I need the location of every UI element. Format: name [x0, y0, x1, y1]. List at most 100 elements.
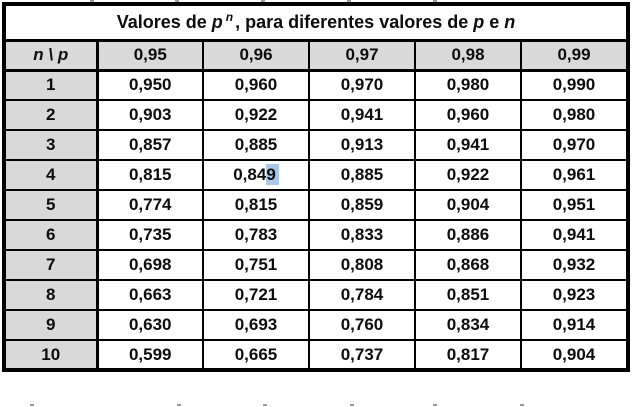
- title-segment: e: [484, 11, 505, 32]
- table-row: 3 0,857 0,885 0,913 0,941 0,970: [3, 129, 629, 161]
- value-cell[interactable]: 0,914: [520, 309, 629, 341]
- value-cell[interactable]: 0,922: [202, 99, 310, 131]
- value-cell[interactable]: 0,834: [414, 309, 522, 341]
- title-segment: n: [504, 11, 516, 32]
- value-cell[interactable]: 0,885: [202, 129, 310, 161]
- value-cell[interactable]: 0,808: [308, 249, 416, 281]
- column-header-0,95: 0,95: [96, 39, 204, 72]
- value-cell[interactable]: 0,960: [414, 99, 522, 131]
- table-row: 9 0,630 0,693 0,760 0,834 0,914: [3, 309, 629, 341]
- value-cell[interactable]: 0,922: [414, 159, 522, 191]
- value-cell[interactable]: 0,923: [520, 279, 629, 311]
- value-cell[interactable]: 0,904: [414, 189, 522, 221]
- crop-artifact-tick: [350, 404, 354, 406]
- value-cell[interactable]: 0,833: [308, 219, 416, 251]
- value-cell[interactable]: 0,960: [202, 69, 310, 101]
- column-header-0,97: 0,97: [308, 39, 416, 72]
- crop-artifact-tick: [177, 404, 181, 406]
- value-cell[interactable]: 0,849: [202, 159, 310, 191]
- row-header-4: 4: [3, 159, 99, 191]
- title-segment: Valores de: [116, 11, 212, 32]
- value-cell[interactable]: 0,951: [520, 189, 629, 221]
- row-header-8: 8: [3, 279, 99, 311]
- value-cell[interactable]: 0,941: [520, 219, 629, 251]
- value-cell[interactable]: 0,980: [520, 99, 629, 131]
- value-cell[interactable]: 0,970: [520, 129, 629, 161]
- value-cell[interactable]: 0,970: [308, 69, 416, 101]
- table-row: 5 0,774 0,815 0,859 0,904 0,951: [3, 189, 629, 221]
- title-segment: , para diferentes valores de: [235, 11, 474, 32]
- value-cell[interactable]: 0,760: [308, 309, 416, 341]
- row-header-6: 6: [3, 219, 99, 251]
- value-cell[interactable]: 0,721: [202, 279, 310, 311]
- value-cell[interactable]: 0,990: [520, 69, 629, 101]
- value-cell[interactable]: 0,698: [96, 249, 204, 281]
- value-cell[interactable]: 0,885: [308, 159, 416, 191]
- value-cell[interactable]: 0,735: [96, 219, 204, 251]
- title-segment: n: [225, 9, 234, 24]
- crop-artifact-tick: [175, 0, 179, 2]
- value-cell[interactable]: 0,774: [96, 189, 204, 221]
- value-cell[interactable]: 0,961: [520, 159, 629, 191]
- value-cell[interactable]: 0,941: [414, 129, 522, 161]
- text-selection-highlight: 9: [266, 164, 279, 185]
- table-row: 4 0,815 0,849 0,885 0,922 0,961: [3, 159, 629, 191]
- value-cell[interactable]: 0,913: [308, 129, 416, 161]
- value-cell[interactable]: 0,868: [414, 249, 522, 281]
- value-cell[interactable]: 0,815: [96, 159, 204, 191]
- crop-artifact-tick: [30, 404, 34, 406]
- value-cell[interactable]: 0,859: [308, 189, 416, 221]
- table-row: 7 0,698 0,751 0,808 0,868 0,932: [3, 249, 629, 281]
- value-cell[interactable]: 0,693: [202, 309, 310, 341]
- row-header-2: 2: [3, 99, 99, 131]
- value-cell[interactable]: 0,950: [96, 69, 204, 101]
- row-header-9: 9: [3, 309, 99, 341]
- table-row: 2 0,903 0,922 0,941 0,960 0,980: [3, 99, 629, 131]
- column-header-0,96: 0,96: [202, 39, 310, 72]
- crop-artifact-tick: [520, 404, 524, 406]
- table-row: 1 0,950 0,960 0,970 0,980 0,990: [3, 69, 629, 101]
- row-header-1: 1: [3, 69, 99, 101]
- title-segment: p: [211, 11, 223, 32]
- crop-artifact-tick: [347, 0, 351, 2]
- value-cell[interactable]: 0,886: [414, 219, 522, 251]
- table-row: 10 0,599 0,665 0,737 0,817 0,904: [3, 339, 629, 371]
- value-cell[interactable]: 0,980: [414, 69, 522, 101]
- table-row: 6 0,735 0,783 0,833 0,886 0,941: [3, 219, 629, 251]
- column-header-0,99: 0,99: [520, 39, 629, 72]
- value-cell[interactable]: 0,751: [202, 249, 310, 281]
- value-cell[interactable]: 0,783: [202, 219, 310, 251]
- crop-artifact-tick: [433, 0, 437, 2]
- row-header-10: 10: [3, 339, 99, 371]
- value-cell[interactable]: 0,903: [96, 99, 204, 131]
- value-cell[interactable]: 0,784: [308, 279, 416, 311]
- corner-cell: n \ p: [3, 39, 99, 72]
- value-cell[interactable]: 0,932: [520, 249, 629, 281]
- column-header-0,98: 0,98: [414, 39, 522, 72]
- value-cell[interactable]: 0,630: [96, 309, 204, 341]
- value-cell[interactable]: 0,857: [96, 129, 204, 161]
- row-header-7: 7: [3, 249, 99, 281]
- row-header-5: 5: [3, 189, 99, 221]
- crop-artifact-tick: [263, 404, 267, 406]
- value-cell[interactable]: 0,817: [414, 339, 522, 371]
- row-header-3: 3: [3, 129, 99, 161]
- table-row: 8 0,663 0,721 0,784 0,851 0,923: [3, 279, 629, 311]
- crop-artifact-tick: [261, 0, 265, 2]
- crop-artifact-tick: [433, 404, 437, 406]
- value-cell[interactable]: 0,663: [96, 279, 204, 311]
- value-cell[interactable]: 0,851: [414, 279, 522, 311]
- value-cell[interactable]: 0,737: [308, 339, 416, 371]
- value-cell[interactable]: 0,599: [96, 339, 204, 371]
- title-segment: p: [473, 11, 485, 32]
- header-row: n \ p 0,95 0,96 0,97 0,98 0,99: [3, 39, 629, 72]
- value-cell[interactable]: 0,941: [308, 99, 416, 131]
- value-cell[interactable]: 0,815: [202, 189, 310, 221]
- value-cell[interactable]: 0,665: [202, 339, 310, 371]
- value-cell[interactable]: 0,904: [520, 339, 629, 371]
